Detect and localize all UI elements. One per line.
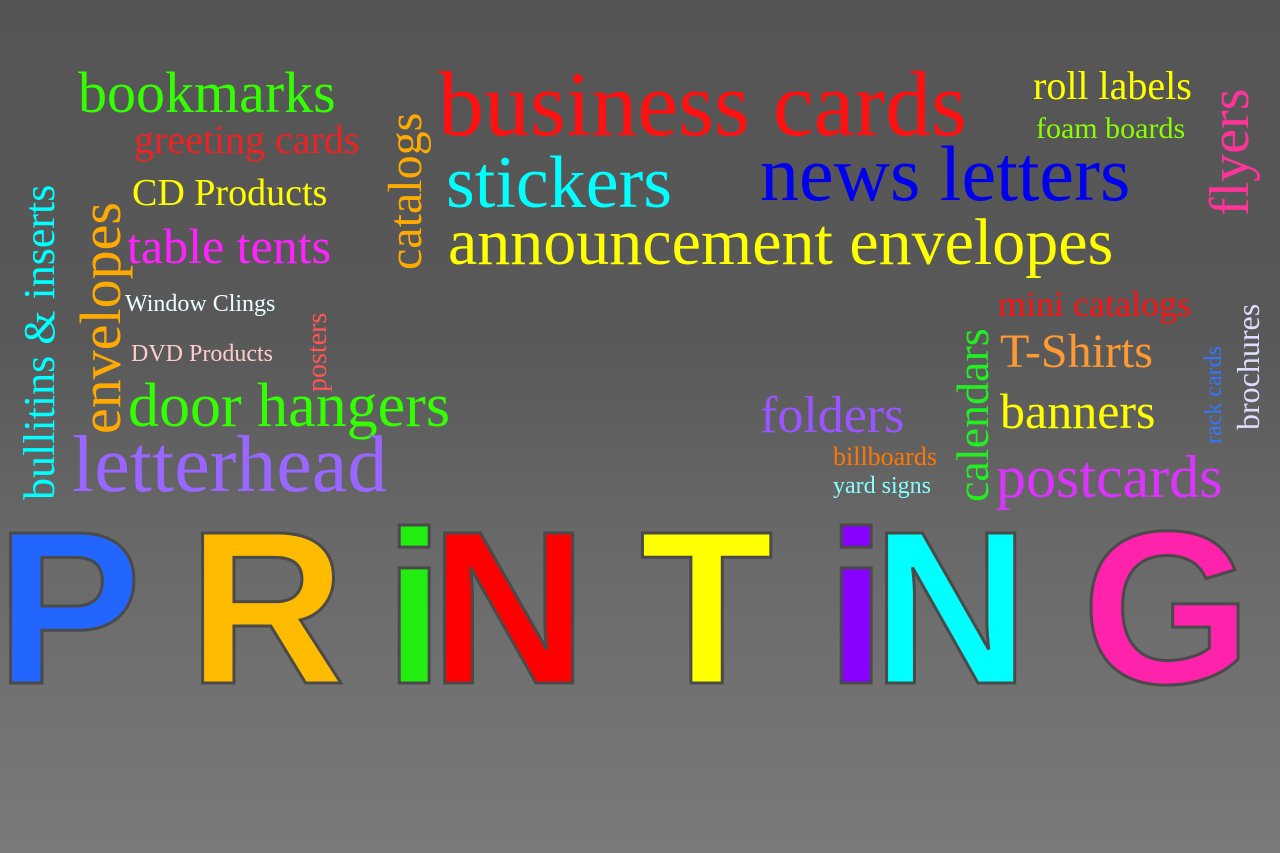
word-yard-signs: yard signs [833, 473, 931, 499]
word-window-clings: Window Clings [125, 291, 276, 317]
word-announcement-envelopes: announcement envelopes [448, 206, 1114, 279]
word-cd-products: CD Products [132, 172, 328, 214]
printing-banner: P R i N T i N G [0, 498, 1280, 719]
word-letterhead: letterhead [72, 421, 388, 509]
word-calendars: calendars [947, 328, 998, 502]
word-dvd-products: DVD Products [131, 341, 273, 367]
letter-t: T [638, 487, 774, 730]
word-stickers: stickers [446, 142, 673, 224]
letter-i-1: i [383, 487, 447, 730]
word-bullitins-inserts: bullitins & inserts [15, 184, 64, 500]
word-mini-catalogs: mini catalogs [998, 284, 1191, 324]
word-table-tents: table tents [127, 218, 332, 274]
word-greeting-cards: greeting cards [134, 117, 360, 162]
word-flyers: flyers [1199, 88, 1261, 216]
word-business-cards: business cards [438, 53, 967, 155]
word-billboards: billboards [833, 442, 937, 471]
word-postcards: postcards [996, 444, 1223, 510]
letter-g: G [1081, 487, 1254, 730]
letter-i-2: i [825, 487, 889, 730]
word-rack-cards: rack cards [1201, 346, 1227, 444]
word-bookmarks: bookmarks [78, 60, 336, 125]
word-foam-boards: foam boards [1036, 112, 1186, 145]
word-roll-labels: roll labels [1033, 63, 1192, 108]
word-folders: folders [760, 387, 905, 444]
word-posters: posters [302, 312, 333, 392]
letter-r: R [186, 487, 346, 730]
word-envelopes: envelopes [68, 202, 133, 434]
letter-n-1: N [428, 487, 588, 730]
letter-p: P [0, 487, 143, 730]
word-t-shirts: T-Shirts [1000, 325, 1153, 378]
word-banners: banners [1000, 383, 1156, 439]
word-brochures: brochures [1230, 303, 1266, 430]
word-catalogs: catalogs [379, 112, 432, 270]
word-news-letters: news letters [760, 130, 1131, 217]
word-door-hangers: door hangers [128, 372, 450, 440]
letter-n-2: N [870, 487, 1030, 730]
